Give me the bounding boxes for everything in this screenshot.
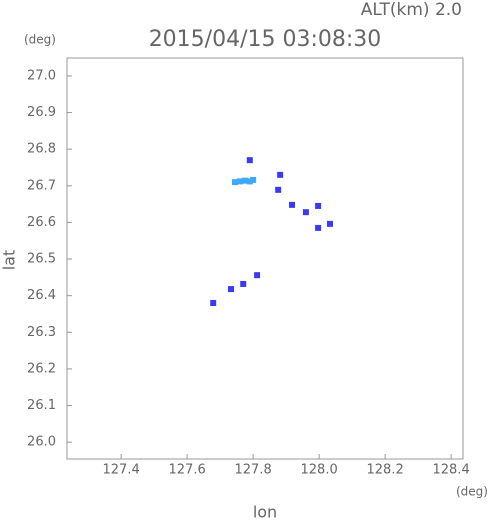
y-unit: (deg) (24, 33, 56, 47)
radar-echo (246, 178, 253, 185)
radar-echo (246, 157, 253, 164)
x-tick-label: 128.4 (433, 463, 470, 478)
x-tick-label: 127.6 (169, 463, 206, 478)
y-tick-label: 26.6 (27, 215, 56, 230)
x-axis-label: lon (253, 503, 277, 521)
radar-echo (240, 280, 247, 287)
radar-echo (210, 299, 217, 306)
y-tick-label: 26.7 (27, 178, 56, 193)
y-axis-label: lat (0, 250, 19, 271)
radar-echo (241, 177, 248, 184)
radar-echo (302, 209, 309, 216)
y-tick-label: 26.3 (27, 325, 56, 340)
radar-echo (228, 286, 235, 293)
x-tick-label: 128.0 (301, 463, 338, 478)
radar-echo (315, 224, 322, 231)
radar-echo (277, 171, 284, 178)
y-tick-label: 26.8 (27, 142, 56, 157)
radar-echo (327, 220, 334, 227)
x-tick-label: 128.2 (367, 463, 404, 478)
y-tick-label: 26.2 (27, 361, 56, 376)
radar-echo (275, 186, 282, 193)
radar-echo (250, 176, 257, 183)
y-tick-label: 26.5 (27, 252, 56, 267)
radar-echo (231, 179, 238, 186)
x-unit: (deg) (456, 485, 488, 499)
y-tick-label: 26.0 (27, 435, 56, 450)
plot-frame (66, 57, 464, 460)
y-tick-label: 26.1 (27, 398, 56, 413)
radar-echo (236, 178, 243, 185)
altitude-label: ALT(km) 2.0 (361, 0, 462, 20)
x-tick-label: 127.8 (235, 463, 272, 478)
chart-title: 2015/04/15 03:08:30 (149, 27, 382, 52)
y-tick-label: 27.0 (27, 68, 56, 83)
radar-echo (315, 202, 322, 209)
radar-echo (289, 201, 296, 208)
y-tick-label: 26.9 (27, 105, 56, 120)
radar-echo (254, 272, 261, 279)
x-tick-label: 127.4 (103, 463, 140, 478)
y-tick-label: 26.4 (27, 288, 56, 303)
